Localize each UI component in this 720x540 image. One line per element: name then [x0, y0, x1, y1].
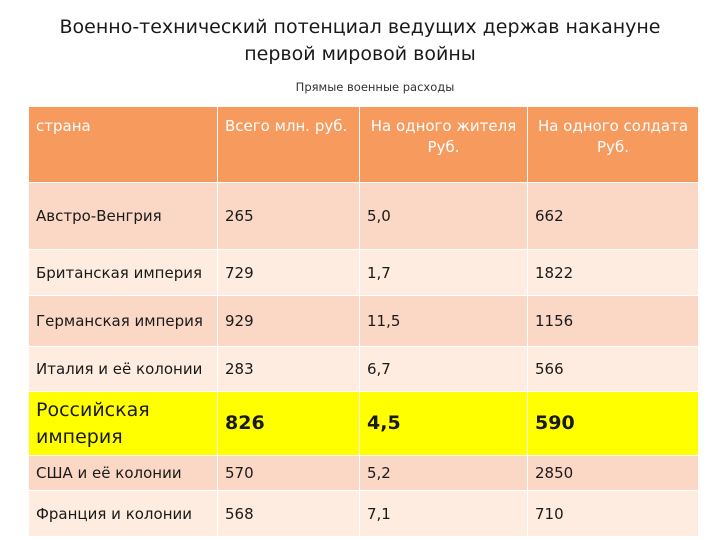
table-row: Австро-Венгрия 265 5,0 662	[28, 182, 699, 250]
cell-per-soldier: 1822	[527, 249, 699, 296]
cell-per-inhabitant: 5,0	[359, 182, 528, 250]
title-line-2: первой мировой войны	[244, 43, 476, 65]
cell-total: 729	[217, 249, 360, 296]
cell-per-soldier: 1156	[527, 295, 699, 347]
cell-per-inhabitant: 7,1	[359, 490, 528, 537]
cell-per-inhabitant: 11,5	[359, 295, 528, 347]
cell-per-inhabitant: 5,2	[359, 455, 528, 491]
title-line-1: Военно-технический потенциал ведущих дер…	[59, 16, 661, 38]
cell-country: Франция и колонии	[28, 490, 218, 537]
cell-per-soldier: 590	[527, 391, 699, 456]
cell-per-soldier: 2850	[527, 455, 699, 491]
cell-per-inhabitant: 1,7	[359, 249, 528, 296]
cell-total: 283	[217, 346, 360, 392]
cell-country: США и её колонии	[28, 455, 218, 491]
cell-per-soldier: 662	[527, 182, 699, 250]
table-row-highlighted: Российская империя 826 4,5 590	[28, 391, 699, 456]
table-subtitle: Прямые военные расходы	[295, 80, 455, 94]
cell-per-inhabitant: 4,5	[359, 391, 528, 456]
header-country: страна	[28, 106, 218, 183]
cell-total: 826	[217, 391, 360, 456]
cell-country: Российская империя	[28, 391, 218, 456]
cell-country: Италия и её колонии	[28, 346, 218, 392]
cell-total: 568	[217, 490, 360, 537]
cell-total: 929	[217, 295, 360, 347]
cell-country: Австро-Венгрия	[28, 182, 218, 250]
table-row: Британская империя 729 1,7 1822	[28, 249, 699, 296]
cell-per-inhabitant: 6,7	[359, 346, 528, 392]
cell-total: 570	[217, 455, 360, 491]
table-header-row: страна Всего млн. руб. На одного жителя …	[28, 106, 699, 183]
header-total: Всего млн. руб.	[217, 106, 360, 183]
cell-per-soldier: 566	[527, 346, 699, 392]
header-per-inhabitant: На одного жителя Руб.	[359, 106, 528, 183]
cell-per-soldier: 710	[527, 490, 699, 537]
table-row: Германская империя 929 11,5 1156	[28, 295, 699, 347]
table-row: Италия и её колонии 283 6,7 566	[28, 346, 699, 392]
header-per-soldier: На одного солдата Руб.	[527, 106, 699, 183]
page-title: Военно-технический потенциал ведущих дер…	[0, 14, 720, 68]
table-row: Франция и колонии 568 7,1 710	[28, 490, 699, 537]
cell-country: Британская империя	[28, 249, 218, 296]
cell-total: 265	[217, 182, 360, 250]
cell-country: Германская империя	[28, 295, 218, 347]
table-row: США и её колонии 570 5,2 2850	[28, 455, 699, 491]
military-spending-table: страна Всего млн. руб. На одного жителя …	[28, 106, 699, 537]
